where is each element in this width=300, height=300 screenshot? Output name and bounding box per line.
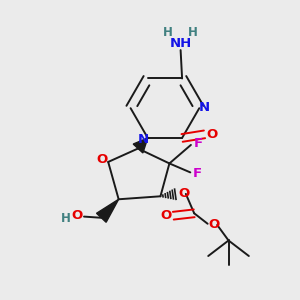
- Text: N: N: [199, 101, 210, 114]
- Text: O: O: [179, 187, 190, 200]
- Polygon shape: [133, 138, 148, 153]
- Text: F: F: [194, 137, 202, 150]
- Text: NH: NH: [169, 37, 192, 50]
- Text: O: O: [96, 153, 107, 166]
- Text: F: F: [193, 167, 202, 180]
- Text: H: H: [61, 212, 70, 226]
- Text: N: N: [137, 133, 148, 146]
- Text: O: O: [160, 209, 172, 222]
- Polygon shape: [97, 199, 119, 222]
- Text: O: O: [206, 128, 217, 141]
- Text: O: O: [71, 209, 82, 223]
- Text: H: H: [188, 26, 198, 39]
- Text: H: H: [163, 26, 173, 39]
- Text: O: O: [208, 218, 220, 232]
